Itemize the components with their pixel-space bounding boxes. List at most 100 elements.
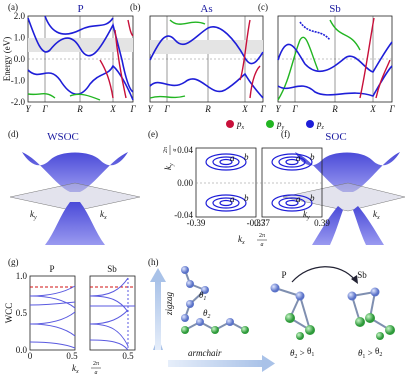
- k-label: X: [109, 104, 116, 114]
- fermi-arcs-part-part: [271, 194, 313, 212]
- k-axis-label: kx: [100, 209, 107, 221]
- legend-label-sub: x: [241, 125, 245, 131]
- fermi-arcs-part-part: [212, 156, 240, 168]
- fermi-arcs-part-part: [205, 153, 247, 171]
- cone-d-part: [45, 202, 105, 245]
- k-label: Γ: [41, 104, 48, 114]
- fermi-arcs-part-part: [219, 158, 233, 166]
- structures-part: [351, 275, 358, 284]
- legend-label-symbol: p: [236, 119, 242, 129]
- direction-label: armchair: [188, 348, 222, 358]
- x-axis-label-symbol: k: [72, 363, 77, 373]
- relation-part: 1: [311, 352, 314, 358]
- x-axis-label: kx: [72, 363, 79, 375]
- band-curves-part: [277, 19, 361, 101]
- panel-label: (d): [8, 129, 19, 139]
- k-label: Γ: [291, 104, 298, 114]
- wcc-part: [89, 275, 136, 351]
- fermi-arcs-part: [195, 147, 257, 218]
- fermi-arcs-part-part: [271, 153, 313, 171]
- band-curves: [27, 15, 393, 101]
- band-curves-part: [27, 17, 134, 93]
- panel-label: (e): [148, 129, 158, 139]
- structures-part-part: [376, 332, 384, 340]
- relation-part: θ: [358, 348, 363, 358]
- k-label: Y: [275, 104, 281, 114]
- cone-f-part: [312, 206, 384, 245]
- panel-title: P: [49, 264, 54, 274]
- structures-part-part: [365, 313, 375, 323]
- structures-part-part: [347, 291, 357, 301]
- fermi-arcs-part: [261, 147, 323, 218]
- y-tick-label: 0.00: [177, 178, 193, 188]
- legend-label-sub: z: [321, 125, 325, 131]
- x-axis-unit-den: a: [95, 370, 98, 376]
- cone-d-part: [9, 182, 141, 212]
- y-tick-label: -1.0: [11, 76, 26, 86]
- text-layer: Y Γ R X Γ(a) PY Γ R X Γ(b) AsY Γ R X Γ(c) Sb2.01.00.0-1…: [2, 2, 395, 376]
- band-curves-part: [277, 65, 393, 97]
- k-label: R: [331, 104, 338, 114]
- material-label: Sb: [357, 270, 367, 280]
- angle-label: θ1: [199, 290, 206, 302]
- relation-part: >: [297, 348, 307, 358]
- x-axis-unit-num: 2π: [93, 361, 99, 367]
- point-label: b: [310, 193, 315, 203]
- structures-part-part: [296, 332, 304, 340]
- k-axis-label: kx: [373, 209, 380, 221]
- structures-part: [181, 266, 380, 326]
- panel-label: (f): [281, 129, 290, 139]
- fermi-arcs-part-part: [285, 158, 299, 166]
- legend-dot: [266, 120, 274, 128]
- panel-label: (g): [8, 257, 19, 267]
- y-axis-label-symbol: k: [163, 165, 173, 170]
- y-tick-label: 2.0: [14, 11, 26, 21]
- y-tick-label: 0.0: [16, 345, 28, 355]
- band-curves-part: [149, 19, 206, 99]
- angle-label-symbol: θ: [203, 308, 208, 318]
- structures-part-part: [211, 326, 219, 334]
- fermi-arcs-part-part: [278, 197, 306, 209]
- legend-label-symbol: p: [316, 119, 322, 129]
- panel-title: WSOC: [47, 131, 79, 143]
- material-label: P: [281, 270, 286, 280]
- structures-part: [262, 355, 275, 372]
- band-curves-part: [27, 64, 134, 101]
- y-axis-unit-den: a: [172, 149, 178, 152]
- panel-label: (c): [258, 2, 268, 12]
- k-label: Γ: [259, 104, 266, 114]
- x-axis-unit-den: a: [261, 242, 264, 248]
- fermi-arcs-part-part: [278, 156, 306, 168]
- legend-label: py: [276, 119, 285, 131]
- k-axis-label-sub: y: [306, 215, 310, 221]
- wcc-part: [29, 275, 76, 351]
- band-curves-part: [149, 72, 264, 99]
- angle-label: θ2: [203, 308, 210, 320]
- structures-part-part: [201, 286, 209, 294]
- x-tick-label: -0.37: [247, 218, 266, 228]
- k-label: X: [241, 104, 248, 114]
- x-axis-label-sub: x: [75, 369, 79, 375]
- band-curves-part: [239, 19, 261, 99]
- k-axis-label-sub: x: [103, 215, 107, 221]
- k-axis-label: ky: [303, 209, 310, 221]
- angle-relation: θ1 > θ2: [358, 346, 382, 360]
- structures-part: [150, 268, 166, 282]
- y-tick-label: 0.5: [16, 308, 28, 318]
- fermi-arcs-part-part: [285, 199, 299, 207]
- wcc-part-part: [29, 285, 76, 309]
- structures-part-part: [385, 325, 395, 335]
- y-tick-label: 1.0: [16, 271, 28, 281]
- relation-part: θ: [307, 346, 311, 356]
- band-curves-part: [277, 41, 393, 73]
- legend-label: pz: [316, 119, 325, 131]
- point-label: a: [230, 153, 235, 163]
- fermi-arcs-part-part: [205, 194, 247, 212]
- fermi-arcs-part-part: [219, 199, 233, 207]
- panel-title: Sb: [107, 264, 117, 274]
- k-axis-label-symbol: k: [373, 209, 378, 219]
- y-tick-label: 0.04: [177, 145, 193, 155]
- fermi-arcs-part: [205, 153, 313, 212]
- panel-title: P: [77, 3, 83, 15]
- structures-part-part: [196, 318, 204, 326]
